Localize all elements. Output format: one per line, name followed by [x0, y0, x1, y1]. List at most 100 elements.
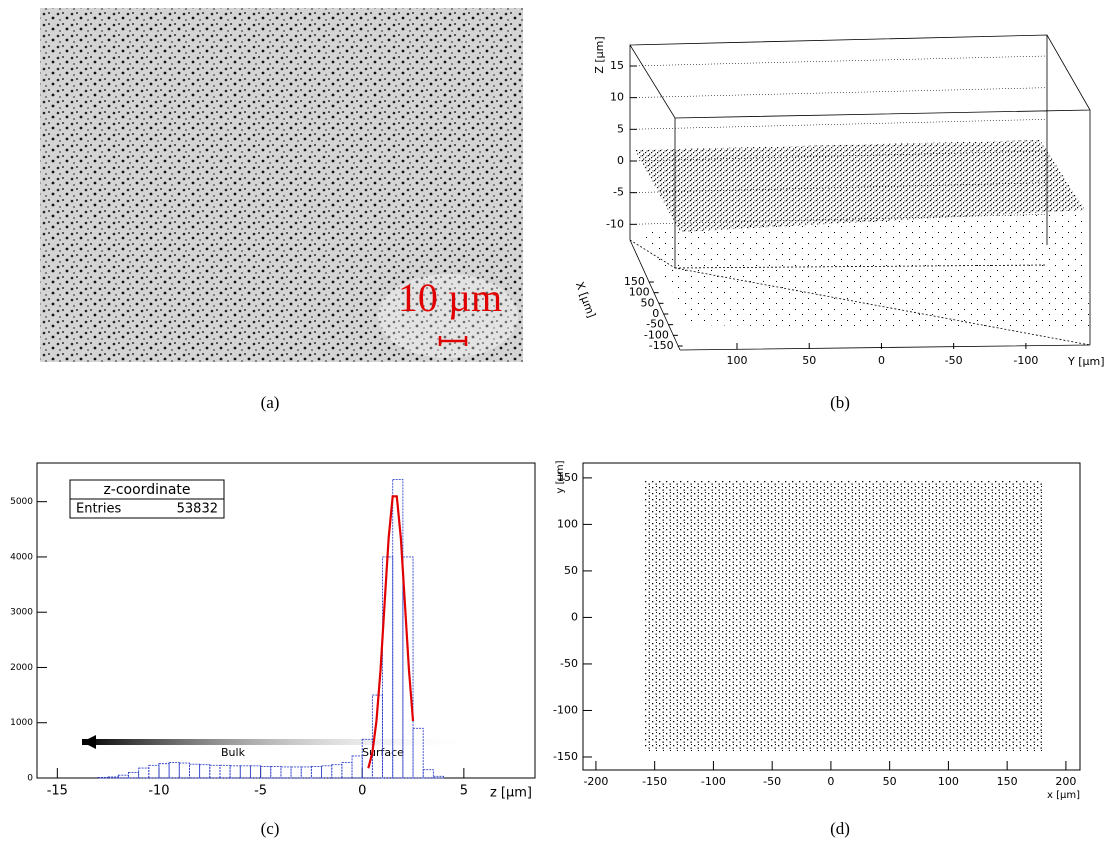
- plot-frame: [582, 462, 1081, 771]
- arrow-head: [82, 735, 96, 749]
- z-axis-label: Z [µm]: [593, 36, 606, 73]
- stats-box: z-coordinate Entries 53832: [69, 479, 225, 519]
- histogram-bin: [321, 765, 333, 779]
- histogram-bin: [249, 765, 262, 779]
- annotation: Surface: [362, 746, 404, 759]
- y-tick-label: 100: [557, 517, 578, 530]
- x-tick-label: 0: [358, 784, 366, 799]
- y-tick-label: -150: [553, 750, 578, 763]
- x-tick-label: 150: [624, 275, 645, 288]
- grid-line: [629, 150, 1048, 162]
- y-tick-label: 0: [571, 610, 578, 623]
- grid-line: [629, 55, 1048, 67]
- x-tick-label: 5: [460, 784, 468, 799]
- stats-title: z-coordinate: [103, 482, 190, 498]
- histogram-bin: [168, 762, 180, 779]
- y-tick-label: 1000: [10, 718, 33, 728]
- histogram-bin: [239, 765, 251, 779]
- y-tick-label: -50: [560, 657, 578, 670]
- y-axis-label: y [µm]: [555, 460, 566, 493]
- x-tick-label: -200: [583, 775, 608, 788]
- y-tick-label: -50: [945, 354, 963, 367]
- x-tick-label: -15: [47, 784, 68, 799]
- histogram-bin: [361, 738, 373, 779]
- histogram-bin: [290, 766, 302, 779]
- x-tick-label: -50: [646, 318, 664, 331]
- x-tick-label: 150: [997, 775, 1018, 788]
- x-tick-label: 50: [641, 296, 655, 309]
- y-tick-label: 100: [727, 354, 748, 367]
- plot-frame: [36, 462, 536, 779]
- y-tick-label: 0: [878, 354, 885, 367]
- x-tick-label: -5: [254, 784, 267, 799]
- histogram-bin: [331, 764, 343, 779]
- caption: (c): [261, 819, 280, 838]
- micrograph: [40, 8, 523, 362]
- x-tick-label: -150: [649, 339, 674, 352]
- grid-line: [629, 214, 1048, 225]
- y-tick-label: 0: [27, 774, 33, 784]
- y-tick-label: -100: [1013, 354, 1038, 367]
- z-tick-label: 10: [610, 91, 624, 104]
- caption: (b): [830, 393, 850, 412]
- histogram-bin: [412, 727, 424, 779]
- x-tick-label: 100: [629, 286, 650, 299]
- y-tick-label: -100: [553, 703, 578, 716]
- x-axis-label: z [µm]: [490, 786, 532, 801]
- scale-label: 10 µm: [398, 275, 502, 320]
- histogram-bin: [260, 765, 272, 779]
- label-backdrop: [378, 274, 518, 358]
- caption: (d): [830, 819, 850, 838]
- histogram-bin: [158, 763, 170, 779]
- z-tick-label: 5: [617, 122, 624, 135]
- x-axis-label: x [µm]: [1047, 790, 1080, 801]
- stats-value: 53832: [177, 502, 218, 517]
- z-tick-label: -5: [613, 186, 624, 199]
- x-tick-label: 0: [827, 775, 834, 788]
- scale-bar: [438, 336, 468, 346]
- x-tick-label: -50: [763, 775, 781, 788]
- point-cloud: [643, 481, 1042, 751]
- y-axis-label: Y [µm]: [1067, 355, 1105, 368]
- histogram-bin: [188, 763, 201, 779]
- y-tick-label: 150: [557, 471, 578, 484]
- histogram-bin: [280, 766, 292, 779]
- histogram-bin: [199, 764, 211, 779]
- x-tick-label: 0: [652, 307, 659, 320]
- histogram-bin: [107, 776, 119, 779]
- x-tick-label: -100: [701, 775, 726, 788]
- histogram-bin: [432, 775, 444, 779]
- histogram-bin: [128, 772, 140, 779]
- x-tick-label: -10: [148, 784, 169, 799]
- x-tick-label: 50: [883, 775, 897, 788]
- histogram-bin: [310, 765, 323, 779]
- fit-curve: [367, 495, 415, 769]
- x-tick-label: -150: [642, 775, 667, 788]
- histogram-bin: [392, 479, 404, 779]
- point-cloud: [635, 140, 1085, 232]
- y-tick-label: 50: [564, 564, 578, 577]
- histogram-bin: [270, 765, 282, 779]
- histogram-bin: [219, 764, 231, 779]
- x-axis-label: X [µm]: [573, 280, 598, 320]
- histogram-bin: [300, 766, 312, 779]
- histogram-bin: [178, 762, 190, 779]
- point-cloud-sparse: [640, 212, 1090, 330]
- y-tick-label: 3000: [10, 608, 33, 618]
- y-tick-label: 2000: [10, 663, 33, 673]
- histogram-bin: [229, 765, 241, 779]
- histogram-bin: [351, 755, 363, 779]
- y-tick-label: 50: [802, 354, 816, 367]
- z-tick-label: 0: [617, 154, 624, 167]
- y-tick-label: 4000: [10, 552, 33, 562]
- grid-line: [629, 87, 1048, 98]
- histogram-bin: [422, 769, 434, 779]
- histogram-bin: [138, 767, 150, 779]
- annotation: Bulk: [221, 746, 246, 759]
- caption: (a): [261, 393, 280, 412]
- y-tick-label: 5000: [10, 497, 33, 507]
- x-tick-label: 100: [938, 775, 959, 788]
- grid-line: [629, 119, 1048, 130]
- histogram-bin: [148, 764, 160, 779]
